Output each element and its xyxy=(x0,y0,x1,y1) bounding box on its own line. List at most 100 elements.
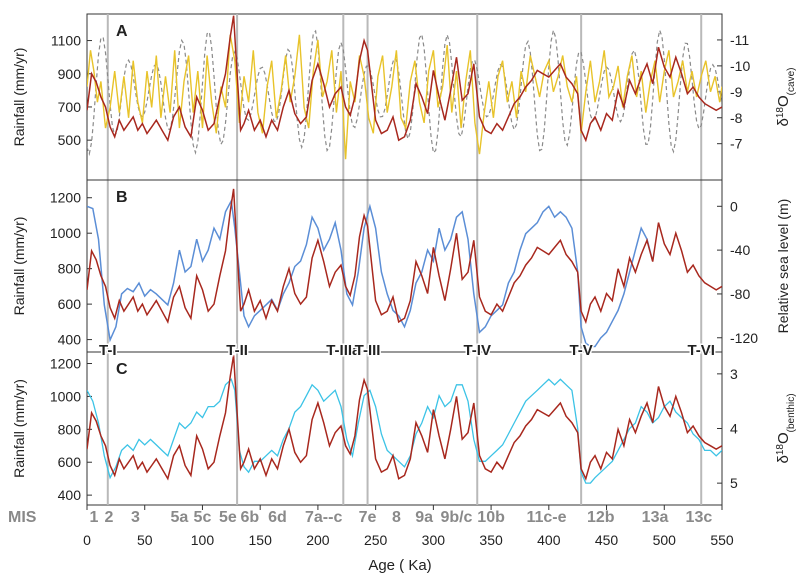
right-axis-title-sup: 18 xyxy=(775,107,786,119)
termination-label: T-IV xyxy=(463,342,491,359)
left-axis-title: Rainfall (mm/yr) xyxy=(11,48,27,147)
panel-c: 400 600 800 1000 1200 Rainfall (mm/yr) 3 4 5 δ18O… xyxy=(11,351,797,503)
mis-label: 1 xyxy=(89,509,98,526)
right-tick-label: 0 xyxy=(730,198,738,214)
x-tick-label: 550 xyxy=(710,532,734,548)
right-tick-label: -120 xyxy=(730,330,758,346)
termination-label: T-III xyxy=(355,342,381,359)
termination-label: T-IIIa xyxy=(326,342,361,359)
mis-label: 5e xyxy=(219,509,237,526)
insolation-dashed-line xyxy=(87,27,722,157)
right-axis-title-part: δ xyxy=(775,455,792,463)
mis-title: MIS xyxy=(8,509,37,526)
mis-label: 9b/c xyxy=(440,509,472,526)
right-tick-label: -11 xyxy=(730,32,749,48)
mis-label: 3 xyxy=(131,509,140,526)
left-tick-label: 800 xyxy=(58,261,82,277)
right-axis-title-part: δ xyxy=(775,118,792,126)
termination-label: T-II xyxy=(226,342,248,359)
termination-label: T-VI xyxy=(687,342,715,359)
right-tick-label: 5 xyxy=(730,475,738,491)
right-axis-title: Relative sea level (m) xyxy=(775,199,791,334)
right-axis-title-sub: (cave) xyxy=(786,68,797,96)
panel-letter: C xyxy=(116,361,128,378)
left-tick-label: 800 xyxy=(58,421,82,437)
right-axis-title-sup: 18 xyxy=(775,444,786,456)
x-tick-label: 50 xyxy=(137,532,153,548)
left-tick-label: 700 xyxy=(58,99,82,115)
mis-label: 6b xyxy=(240,509,259,526)
right-tick-label: -8 xyxy=(730,110,743,126)
right-axis-title-part: O xyxy=(775,95,792,107)
right-tick-label: -80 xyxy=(730,286,750,302)
left-tick-label: 1000 xyxy=(50,225,81,241)
x-tick-label: 250 xyxy=(364,532,388,548)
mis-label: 7e xyxy=(359,509,377,526)
rainfall-line xyxy=(87,355,722,481)
panels-group: 500 700 900 1100 Rainfall (mm/yr) -11 -10 -9 -8 -… xyxy=(11,13,797,506)
mis-label: 11c-e xyxy=(526,509,566,526)
left-tick-label: 1200 xyxy=(50,190,81,206)
right-tick-label: 4 xyxy=(730,421,738,437)
right-axis-title-part: O xyxy=(775,432,792,444)
sea-level-line xyxy=(87,198,654,348)
right-tick-label: 3 xyxy=(730,366,738,382)
left-axis-title: Rainfall (mm/yr) xyxy=(11,217,27,316)
right-tick-label: -10 xyxy=(730,58,750,74)
panel-a: 500 700 900 1100 Rainfall (mm/yr) -11 -10 -9 -8 -… xyxy=(11,15,797,160)
left-tick-label: 600 xyxy=(58,454,82,470)
mis-labels: MIS 1 2 3 5a 5c 5e 6b 6d 7a--c 7e 8 9a 9b/c 10b 11c-e 12… xyxy=(8,509,712,526)
right-tick-label: -9 xyxy=(730,84,743,100)
x-tick-label: 450 xyxy=(595,532,619,548)
panel-letter: A xyxy=(116,23,128,40)
mis-label: 5a xyxy=(170,509,188,526)
mis-label: 13a xyxy=(642,509,669,526)
panel-series xyxy=(87,188,722,348)
mis-label: 7a--c xyxy=(305,509,342,526)
x-axis-title: Age ( Ka) xyxy=(368,557,431,574)
mis-label: 10b xyxy=(477,509,505,526)
mis-label: 12b xyxy=(587,509,615,526)
termination-label: T-I xyxy=(99,342,117,359)
left-tick-label: 500 xyxy=(58,132,82,148)
x-tick-label: 400 xyxy=(537,532,561,548)
benthic-d18o-line xyxy=(87,378,722,484)
panel-letter: B xyxy=(116,189,128,206)
left-tick-label: 600 xyxy=(58,296,82,312)
right-axis-title: δ18O(cave) xyxy=(775,68,797,127)
rainfall-line xyxy=(87,15,722,143)
right-tick-label: -7 xyxy=(730,136,743,152)
panel-series xyxy=(87,355,722,484)
left-tick-label: 1100 xyxy=(51,33,81,49)
left-tick-label: 1000 xyxy=(50,388,81,404)
left-tick-label: 1200 xyxy=(50,356,81,372)
x-tick-label: 100 xyxy=(191,532,215,548)
mis-label: 2 xyxy=(104,509,113,526)
left-tick-label: 900 xyxy=(58,66,82,82)
cave-d18o-line xyxy=(87,34,722,160)
mis-label: 6d xyxy=(268,509,287,526)
mis-label: 13c xyxy=(686,509,713,526)
plot-frame xyxy=(86,13,723,506)
right-tick-label: -40 xyxy=(730,242,750,258)
mis-label: 9a xyxy=(415,509,433,526)
x-axis: 0 50 100 150 200 250 300 350 400 450 500 550 xyxy=(83,505,734,548)
mis-label: 8 xyxy=(392,509,401,526)
left-tick-label: 400 xyxy=(58,332,82,348)
termination-label: T-V xyxy=(569,342,592,359)
left-axis-title: Rainfall (mm/yr) xyxy=(11,379,27,478)
right-axis-title: δ18O(benthic) xyxy=(775,393,797,463)
mis-label: 5c xyxy=(194,509,212,526)
x-tick-label: 350 xyxy=(479,532,503,548)
left-tick-label: 400 xyxy=(58,487,82,503)
x-tick-label: 200 xyxy=(306,532,330,548)
x-tick-label: 150 xyxy=(249,532,273,548)
x-tick-label: 500 xyxy=(653,532,677,548)
panel-series xyxy=(87,15,722,160)
rainfall-line xyxy=(87,188,722,325)
x-tick-label: 0 xyxy=(83,532,91,548)
panel-b: 400 600 800 1000 1200 Rainfall (mm/yr) 0 -40 -80… xyxy=(11,179,791,348)
x-tick-label: 300 xyxy=(422,532,446,548)
